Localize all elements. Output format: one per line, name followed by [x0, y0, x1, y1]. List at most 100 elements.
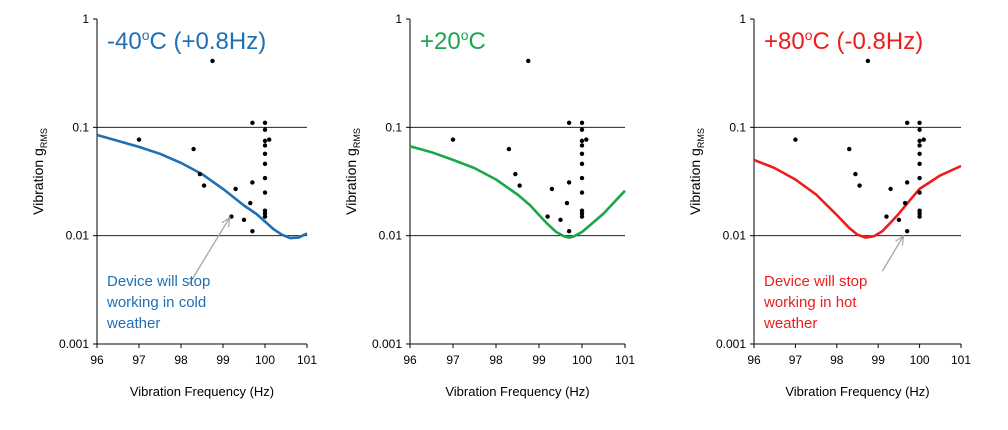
data-point — [904, 228, 910, 234]
y-axis-label: Vibration gRMS — [343, 128, 362, 215]
data-point — [917, 211, 922, 216]
x-tick-label: 98 — [489, 353, 503, 367]
y-axis-label-subscript: RMS — [696, 128, 706, 148]
x-tick-label: 97 — [132, 353, 146, 367]
data-point — [191, 146, 196, 152]
x-tick-label: 96 — [403, 353, 417, 367]
x-tick-label: 98 — [174, 353, 188, 367]
x-tick-label: 97 — [446, 353, 460, 367]
annotation-text: working in hot — [763, 294, 857, 311]
data-point — [853, 171, 858, 177]
data-point — [884, 214, 889, 219]
y-tick-label: 0.01 — [66, 229, 90, 243]
y-tick-label: 0.01 — [379, 229, 403, 243]
data-point — [917, 138, 922, 144]
y-axis-label-text: Vibration g — [343, 148, 359, 215]
data-point — [579, 151, 585, 156]
data-point — [248, 200, 253, 206]
data-point — [262, 127, 268, 132]
data-point — [888, 186, 893, 192]
x-axis-label: Vibration Frequency (Hz) — [445, 384, 589, 399]
data-point — [250, 180, 255, 185]
annotation-arrow — [881, 237, 903, 272]
data-point — [545, 214, 550, 219]
x-tick-label: 100 — [572, 353, 592, 367]
chart-title-main: +80 — [764, 28, 805, 55]
data-point — [229, 214, 234, 219]
chart-title-superscript: o — [461, 27, 469, 43]
data-point — [579, 214, 585, 219]
y-tick-label: 0.1 — [385, 120, 402, 134]
data-point — [579, 143, 585, 148]
data-point — [267, 137, 272, 142]
data-point — [262, 190, 268, 195]
model-curve — [753, 158, 962, 239]
x-tick-label: 96 — [747, 353, 761, 367]
data-point — [210, 58, 215, 64]
y-tick-label: 0.1 — [729, 120, 746, 134]
x-tick-label: 98 — [830, 353, 844, 367]
data-point — [847, 146, 852, 152]
data-point — [262, 138, 268, 144]
y-axis-label: Vibration gRMS — [30, 128, 49, 215]
data-point — [262, 143, 268, 148]
data-point — [917, 161, 922, 167]
data-point — [584, 137, 589, 142]
data-point — [513, 171, 518, 177]
data-point — [896, 217, 902, 223]
chart-title: +80oC (-0.8Hz) — [764, 27, 923, 55]
data-point — [917, 214, 922, 219]
y-tick-label: 0.01 — [723, 229, 747, 243]
chart-panel-1: 0.001 0.01 0.1 1 96 97 98 99 100 101 Vibration Fre… — [30, 12, 317, 399]
chart-title-superscript: o — [805, 27, 813, 43]
data-point — [250, 228, 255, 234]
y-tick-label: 1 — [739, 12, 746, 26]
data-point — [917, 175, 922, 181]
data-point — [136, 137, 142, 142]
data-point — [564, 200, 570, 206]
chart-title: -40oC (+0.8Hz) — [107, 27, 266, 55]
data-point — [262, 175, 268, 181]
data-point — [904, 120, 910, 126]
data-point — [262, 214, 268, 219]
data-point — [262, 161, 268, 167]
x-tick-label: 101 — [951, 353, 971, 367]
data-point — [579, 211, 585, 216]
data-point — [579, 120, 585, 126]
data-point — [917, 143, 922, 148]
x-axis-label: Vibration Frequency (Hz) — [130, 384, 274, 399]
model-curve — [96, 133, 308, 240]
annotation-text: working in cold — [106, 294, 206, 311]
x-axis-label: Vibration Frequency (Hz) — [785, 384, 929, 399]
chart-title-rest: C (-0.8Hz) — [813, 28, 924, 55]
x-tick-label: 96 — [90, 353, 104, 367]
y-tick-label: 0.001 — [59, 337, 89, 351]
data-point — [566, 228, 572, 234]
data-point — [233, 186, 238, 192]
data-point — [579, 175, 585, 181]
x-tick-label: 99 — [532, 353, 546, 367]
data-point — [526, 58, 531, 64]
data-point — [558, 217, 563, 223]
x-tick-label: 100 — [255, 353, 275, 367]
x-tick-label: 101 — [297, 353, 317, 367]
data-point — [241, 217, 247, 223]
chart-title: +20oC — [420, 27, 486, 55]
x-tick-label: 100 — [910, 353, 930, 367]
data-point — [262, 211, 268, 216]
annotation-text: weather — [763, 315, 817, 332]
data-point — [917, 151, 922, 156]
data-point — [921, 137, 926, 142]
data-point — [549, 186, 555, 192]
data-point — [579, 190, 585, 195]
y-axis-label-text: Vibration g — [687, 148, 703, 215]
chart-title-rest: C (+0.8Hz) — [149, 28, 266, 55]
data-point — [904, 180, 910, 185]
data-point — [579, 127, 585, 132]
data-point — [250, 120, 255, 126]
y-axis-label: Vibration gRMS — [687, 128, 706, 215]
y-tick-label: 0.1 — [72, 120, 89, 134]
x-tick-label: 99 — [872, 353, 886, 367]
data-point — [865, 58, 871, 64]
chart-title-main: -40 — [107, 28, 142, 55]
